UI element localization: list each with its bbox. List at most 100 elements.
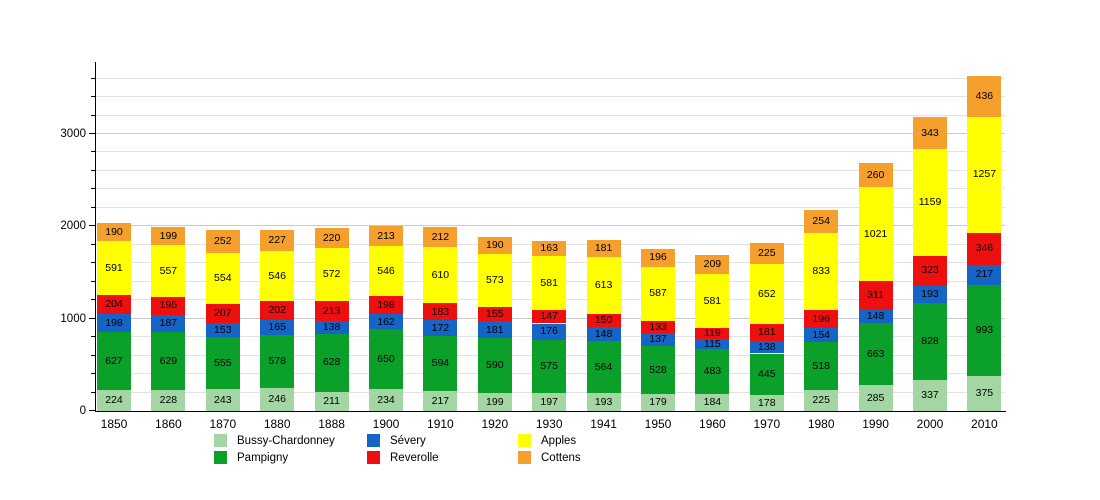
bar-segment-apples: 833 <box>804 233 839 311</box>
y-axis-minor-tick <box>91 373 95 375</box>
bar-segment-bussy-chardonney: 228 <box>151 389 186 411</box>
x-axis-label: 1910 <box>427 417 454 431</box>
bar-segment-cottens: 190 <box>97 223 131 241</box>
bar-segment-apples: 546 <box>260 250 295 302</box>
bar-segment-cottens: 199 <box>151 226 186 246</box>
bar-segment-bussy-chardonney: 225 <box>804 390 839 411</box>
bar-segment-apples: 613 <box>586 257 621 314</box>
bar-segment-apples: 1021 <box>858 186 893 282</box>
legend-item-severy: Sévery <box>367 432 439 449</box>
x-axis-label: 1920 <box>481 417 509 431</box>
bar-segment-apples: 610 <box>423 247 458 304</box>
y-axis-minor-tick <box>91 206 95 208</box>
bar-segment-reverolle: 198 <box>369 296 403 315</box>
bar-segment-apples: 581 <box>695 274 730 328</box>
bar-segment-severy: 162 <box>369 314 403 330</box>
bar-segment-severy: 148 <box>858 309 893 324</box>
bar-segment-cottens: 163 <box>532 241 567 257</box>
bar-segment-pampigny: 575 <box>532 339 567 393</box>
bar-segment-cottens: 252 <box>205 229 240 253</box>
bar-segment-cottens: 196 <box>641 248 675 267</box>
plot-area: 0 1000 2000 3000 224 627 198 204 591 190 228 629 187… <box>60 62 1005 417</box>
bar-segment-pampigny: 628 <box>314 333 349 392</box>
legend-item-bussy-chardonney: Bussy-Chardonney <box>214 432 335 449</box>
bar-segment-reverolle: 207 <box>205 304 240 324</box>
bar-segment-bussy-chardonney: 178 <box>749 394 784 411</box>
bar-segment-severy: 148 <box>586 327 621 342</box>
bar-segment-severy: 138 <box>749 340 784 354</box>
bar-segment-apples: 581 <box>532 256 567 310</box>
bussy-chardonney-swatch-icon <box>214 434 227 447</box>
bar-segment-severy: 198 <box>97 314 131 333</box>
bar-segment-cottens: 227 <box>260 229 295 251</box>
legend-item-apples: Apples <box>518 432 581 449</box>
bar-segment-bussy-chardonney: 375 <box>967 376 1002 411</box>
y-axis-minor-tick <box>91 188 95 190</box>
legend-label: Cottens <box>541 451 581 464</box>
y-axis-minor-tick <box>91 354 95 356</box>
bar-segment-severy: 137 <box>641 333 675 346</box>
y-axis-tick <box>89 225 95 227</box>
bar-segment-bussy-chardonney: 217 <box>423 390 458 411</box>
bar-segment-cottens: 436 <box>967 76 1002 117</box>
bar-segment-bussy-chardonney: 184 <box>695 394 730 411</box>
legend-label: Reverolle <box>390 451 439 464</box>
gridline <box>95 151 1005 153</box>
x-axis-label: 1980 <box>807 417 835 431</box>
y-axis-label: 2000 <box>60 220 86 233</box>
bar-segment-reverolle: 202 <box>260 301 295 320</box>
bar-segment-severy: 181 <box>477 321 512 339</box>
bar-segment-reverolle: 155 <box>477 307 512 322</box>
bar-segment-pampigny: 828 <box>913 303 947 380</box>
bar-segment-severy: 154 <box>804 328 839 343</box>
bar-segment-cottens: 213 <box>369 226 403 246</box>
bar-segment-bussy-chardonney: 211 <box>314 391 349 411</box>
gridline <box>95 77 1005 79</box>
x-axis-label: 2000 <box>916 417 944 431</box>
y-axis-label: 0 <box>79 405 86 417</box>
legend-item-pampigny: Pampigny <box>214 449 335 466</box>
x-axis-label: 1930 <box>535 417 563 431</box>
legend-column: Apples Cottens <box>518 432 581 466</box>
gridline <box>95 96 1005 98</box>
gridline <box>95 133 1005 135</box>
legend-label: Sévery <box>390 434 426 447</box>
bar-segment-pampigny: 555 <box>205 337 240 389</box>
gridline <box>95 225 1005 227</box>
bar-segment-apples: 573 <box>477 254 512 308</box>
bar-segment-bussy-chardonney: 234 <box>369 389 403 411</box>
x-axis-label: 1960 <box>699 417 726 431</box>
bar-segment-severy: 165 <box>260 319 295 335</box>
bar-segment-apples: 572 <box>314 248 349 302</box>
apples-swatch-icon <box>518 434 531 447</box>
bar-segment-reverolle: 181 <box>749 324 784 341</box>
bar-segment-pampigny: 528 <box>641 345 675 395</box>
gridline <box>95 114 1005 116</box>
bar-segment-reverolle: 119 <box>695 328 730 339</box>
bar-segment-apples: 587 <box>641 266 675 321</box>
bar-segment-bussy-chardonney: 337 <box>913 379 947 411</box>
bar-segment-reverolle: 133 <box>641 320 675 334</box>
bar-segment-severy: 176 <box>532 323 567 340</box>
bar-segment-pampigny: 993 <box>967 284 1002 377</box>
x-axis-label: 1880 <box>263 417 291 431</box>
y-axis-minor-tick <box>91 151 95 153</box>
y-axis-minor-tick <box>91 169 95 171</box>
reverolle-swatch-icon <box>367 451 380 464</box>
bar-segment-apples: 1257 <box>967 116 1002 233</box>
pampigny-swatch-icon <box>214 451 227 464</box>
bar-segment-apples: 557 <box>151 245 186 297</box>
bar-segment-pampigny: 590 <box>477 338 512 393</box>
bar-segment-bussy-chardonney: 246 <box>260 388 295 411</box>
bar-segment-cottens: 212 <box>423 227 458 248</box>
bar-segment-bussy-chardonney: 285 <box>858 384 893 411</box>
legend-column: Sévery Reverolle <box>367 432 439 466</box>
bar-segment-reverolle: 150 <box>586 313 621 328</box>
gridline <box>95 169 1005 171</box>
bar-segment-cottens: 220 <box>314 228 349 249</box>
y-axis-minor-tick <box>91 262 95 264</box>
x-axis-label: 1900 <box>372 417 400 431</box>
gridline <box>95 188 1005 190</box>
bar-segment-apples: 1159 <box>913 148 947 256</box>
y-axis-label: 3000 <box>60 128 86 141</box>
